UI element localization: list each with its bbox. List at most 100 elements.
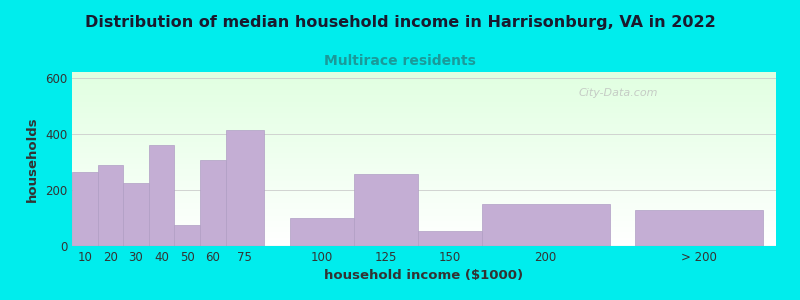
Bar [72, 239, 776, 240]
Bar [72, 175, 776, 176]
Bar [72, 202, 776, 203]
Bar [200, 160, 226, 246]
Bar [72, 114, 776, 115]
Bar [72, 164, 776, 165]
Text: Multirace residents: Multirace residents [324, 54, 476, 68]
Bar [72, 163, 776, 164]
Bar [72, 179, 776, 180]
Bar [72, 92, 776, 93]
Bar [72, 159, 776, 160]
Bar [72, 142, 776, 143]
Bar [72, 227, 776, 228]
Bar [72, 188, 776, 189]
Bar [72, 160, 776, 161]
Bar [72, 240, 776, 241]
Bar [72, 206, 776, 207]
Bar [72, 161, 776, 162]
Bar [72, 104, 776, 105]
Bar [72, 149, 776, 150]
Bar [72, 76, 776, 77]
Bar [72, 98, 776, 99]
Bar [72, 187, 776, 188]
Bar [123, 183, 149, 246]
Bar [72, 165, 776, 166]
Bar [72, 205, 776, 206]
Bar [72, 184, 776, 185]
Bar [72, 194, 776, 195]
Bar [72, 110, 776, 111]
Bar [72, 100, 776, 101]
Bar [72, 108, 776, 109]
Bar [72, 145, 776, 146]
Bar [72, 229, 776, 230]
Bar [72, 235, 776, 236]
Bar [72, 168, 776, 169]
Bar [72, 209, 776, 210]
Bar [72, 95, 776, 96]
Bar [72, 96, 776, 97]
Bar [72, 97, 776, 98]
Bar [72, 195, 776, 196]
Bar [72, 204, 776, 205]
Bar [72, 215, 776, 216]
Bar [72, 166, 776, 167]
Bar [72, 190, 776, 191]
Bar [72, 88, 776, 89]
Bar [72, 113, 776, 114]
Bar [72, 103, 776, 104]
Bar [72, 212, 776, 213]
Bar [72, 118, 776, 119]
Bar [72, 154, 776, 155]
Bar [72, 158, 776, 159]
Bar [72, 109, 776, 110]
Bar [72, 117, 776, 118]
Bar [72, 232, 776, 233]
Bar [72, 241, 776, 242]
Bar [72, 77, 776, 78]
Bar [72, 216, 776, 217]
Bar [72, 82, 776, 83]
Bar [72, 172, 98, 246]
Bar [72, 151, 776, 152]
Bar [72, 81, 776, 82]
Bar [72, 153, 776, 154]
Bar [72, 245, 776, 246]
Bar [72, 172, 776, 173]
Bar [72, 126, 776, 127]
Bar [72, 124, 776, 125]
Bar [72, 84, 776, 85]
Bar [72, 199, 776, 200]
Bar [72, 91, 776, 92]
Bar [72, 230, 776, 231]
Bar [72, 115, 776, 116]
Bar [72, 73, 776, 74]
Bar [72, 242, 776, 243]
Bar [72, 119, 776, 120]
Bar [72, 122, 776, 123]
Bar [72, 174, 776, 175]
Bar [72, 225, 776, 226]
Bar [72, 133, 776, 134]
Bar [72, 146, 776, 147]
Bar [72, 82, 776, 83]
Bar [72, 202, 776, 203]
Bar [72, 171, 776, 172]
Bar [72, 221, 776, 222]
Bar [72, 183, 776, 184]
Bar [72, 237, 776, 238]
Bar [72, 154, 776, 155]
Bar [72, 121, 776, 122]
Bar [72, 180, 776, 181]
Bar [72, 74, 776, 75]
Bar [72, 128, 776, 129]
Bar [72, 125, 776, 126]
Bar [72, 156, 776, 157]
Bar [72, 214, 776, 215]
Bar [72, 99, 776, 100]
Bar [72, 197, 776, 198]
X-axis label: household income ($1000): household income ($1000) [325, 269, 523, 282]
Bar [72, 94, 776, 95]
Bar [72, 201, 776, 202]
Text: Distribution of median household income in Harrisonburg, VA in 2022: Distribution of median household income … [85, 15, 715, 30]
Bar [72, 120, 776, 121]
